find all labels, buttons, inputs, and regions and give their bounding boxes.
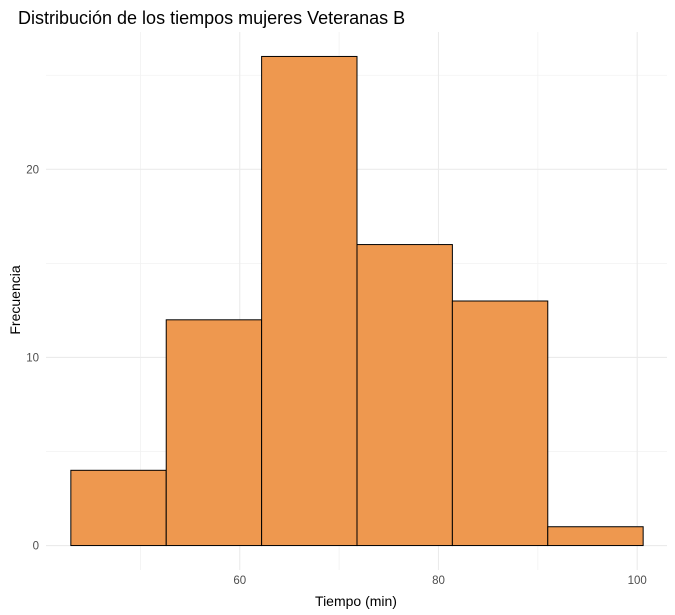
x-tick-label: 100	[628, 575, 647, 587]
histogram-bar	[70, 469, 167, 547]
histogram-bar	[451, 300, 549, 547]
x-tick-labels: 60 80 100	[233, 575, 646, 587]
x-tick-label: 60	[233, 575, 246, 587]
x-tick-label: 80	[432, 575, 445, 587]
bars	[70, 55, 644, 547]
histogram-bar	[261, 55, 358, 547]
y-tick-labels: 0 10 20	[26, 164, 39, 552]
y-tick-label: 10	[26, 352, 39, 364]
y-axis-title: Frecuencia	[7, 265, 23, 334]
histogram-bar	[165, 319, 263, 547]
chart-title: Distribución de los tiempos mujeres Vete…	[18, 8, 405, 28]
y-tick-label: 20	[26, 164, 39, 176]
y-tick-label: 0	[33, 541, 39, 553]
histogram-bar	[547, 526, 644, 547]
histogram-bar	[356, 244, 453, 547]
x-axis-title: Tiempo (min)	[315, 593, 397, 609]
